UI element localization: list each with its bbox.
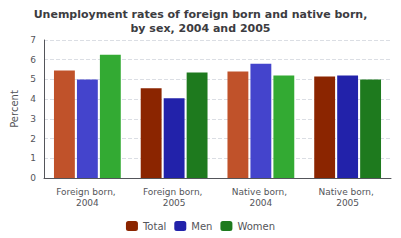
svg-text:Native born,: Native born, (319, 187, 377, 197)
svg-text:Men: Men (191, 221, 212, 232)
svg-text:1: 1 (30, 153, 36, 163)
svg-text:by sex, 2004 and 2005: by sex, 2004 and 2005 (130, 22, 270, 35)
svg-text:3: 3 (30, 114, 36, 124)
svg-text:Foreign born,: Foreign born, (56, 187, 118, 197)
svg-text:2004: 2004 (76, 198, 99, 208)
svg-text:4: 4 (30, 94, 36, 104)
svg-text:Percent: Percent (9, 90, 20, 128)
svg-text:7: 7 (30, 35, 36, 45)
svg-text:Unemployment rates of foreign: Unemployment rates of foreign born and n… (34, 8, 368, 21)
svg-text:Native born,: Native born, (232, 187, 290, 197)
svg-text:5: 5 (30, 74, 36, 84)
svg-text:2005: 2005 (163, 198, 186, 208)
svg-text:Total: Total (142, 221, 166, 232)
svg-text:6: 6 (30, 55, 36, 65)
svg-text:Women: Women (237, 221, 275, 232)
svg-text:0: 0 (30, 173, 36, 183)
svg-text:2: 2 (30, 134, 36, 144)
svg-text:2005: 2005 (336, 198, 359, 208)
svg-text:Foreign born,: Foreign born, (143, 187, 205, 197)
svg-text:2004: 2004 (249, 198, 272, 208)
